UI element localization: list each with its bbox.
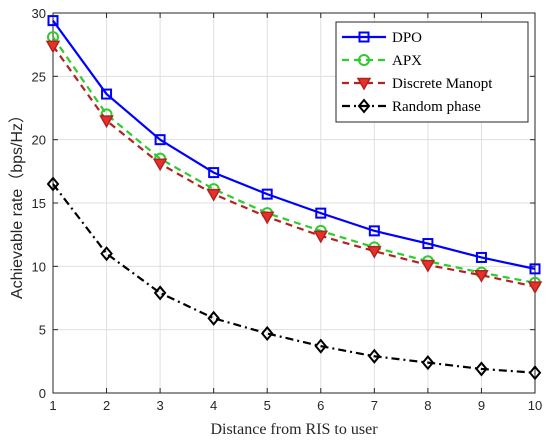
legend-label-discrete-manopt: Discrete Manopt: [392, 76, 493, 92]
data-point-discrete-manopt: [45, 40, 61, 54]
x-tick-label: 9: [478, 398, 485, 413]
legend-label-apx: APX: [392, 53, 422, 69]
data-point-discrete-manopt: [313, 230, 329, 244]
data-point-dpo: [529, 263, 541, 275]
data-point-dpo: [154, 134, 166, 146]
data-point-discrete-manopt: [259, 211, 275, 225]
y-tick-label: 30: [32, 6, 46, 21]
data-point-dpo: [47, 15, 59, 27]
data-point-random-phase: [153, 285, 167, 301]
data-point-dpo: [422, 238, 434, 250]
x-tick-label: 1: [49, 398, 56, 413]
series-line-apx: [52, 36, 536, 284]
data-point-discrete-manopt: [420, 259, 436, 273]
x-tick-label: 4: [210, 398, 217, 413]
data-point-dpo: [261, 188, 273, 200]
data-point-discrete-manopt: [367, 245, 382, 259]
y-tick-label: 0: [39, 386, 46, 401]
data-point-dpo: [315, 207, 327, 219]
y-tick-label: 25: [32, 69, 46, 84]
data-point-dpo: [101, 88, 113, 100]
x-tick-label: 8: [424, 398, 431, 413]
series-line-random-phase: [52, 183, 536, 374]
x-tick-label: 2: [103, 398, 110, 413]
x-axis-title: Distance from RIS to user: [210, 421, 378, 438]
data-point-discrete-manopt: [527, 281, 543, 295]
series-line-discrete-manopt: [52, 45, 536, 288]
data-point-random-phase: [421, 355, 435, 371]
legend-label-dpo: DPO: [392, 30, 422, 46]
legend-marker-dpo: [358, 31, 370, 43]
x-tick-label: 7: [371, 398, 378, 413]
data-point-random-phase: [260, 325, 274, 342]
y-tick-label: 20: [32, 133, 46, 148]
legend-marker-random-phase: [357, 98, 371, 114]
y-tick-label: 5: [39, 323, 46, 338]
data-point-random-phase: [368, 348, 381, 364]
data-point-discrete-manopt: [99, 115, 114, 129]
series-random-phase: [46, 176, 542, 381]
data-point-dpo: [368, 225, 380, 237]
y-tick-label: 15: [32, 196, 46, 211]
data-point-random-phase: [314, 338, 328, 354]
data-point-discrete-manopt: [474, 269, 489, 283]
data-point-random-phase: [528, 365, 542, 381]
legend-label-random-phase: Random phase: [392, 99, 481, 115]
data-point-discrete-manopt: [152, 158, 168, 172]
series-layer: [45, 15, 543, 381]
legend-marker-apx: [358, 54, 370, 66]
series-dpo: [47, 15, 541, 275]
series-discrete-manopt: [45, 40, 543, 295]
data-point-discrete-manopt: [206, 188, 221, 202]
data-point-random-phase: [46, 176, 60, 192]
x-tick-label: 6: [317, 398, 324, 413]
legend: DPO APX Discrete Manopt Random phase: [335, 21, 529, 123]
data-point-dpo: [475, 251, 487, 263]
data-point-dpo: [208, 167, 220, 179]
legend-marker-discrete-manopt: [356, 77, 372, 91]
data-point-random-phase: [207, 310, 220, 326]
data-point-random-phase: [475, 361, 488, 377]
x-tick-label: 5: [264, 398, 271, 413]
x-tick-label: 3: [156, 398, 163, 413]
y-axis-title: Achievable rate（bps/Hz）: [8, 107, 26, 299]
data-point-random-phase: [100, 246, 113, 262]
y-tick-label: 10: [32, 259, 46, 274]
x-tick-label: 10: [528, 398, 542, 413]
series-line-dpo: [52, 19, 536, 270]
